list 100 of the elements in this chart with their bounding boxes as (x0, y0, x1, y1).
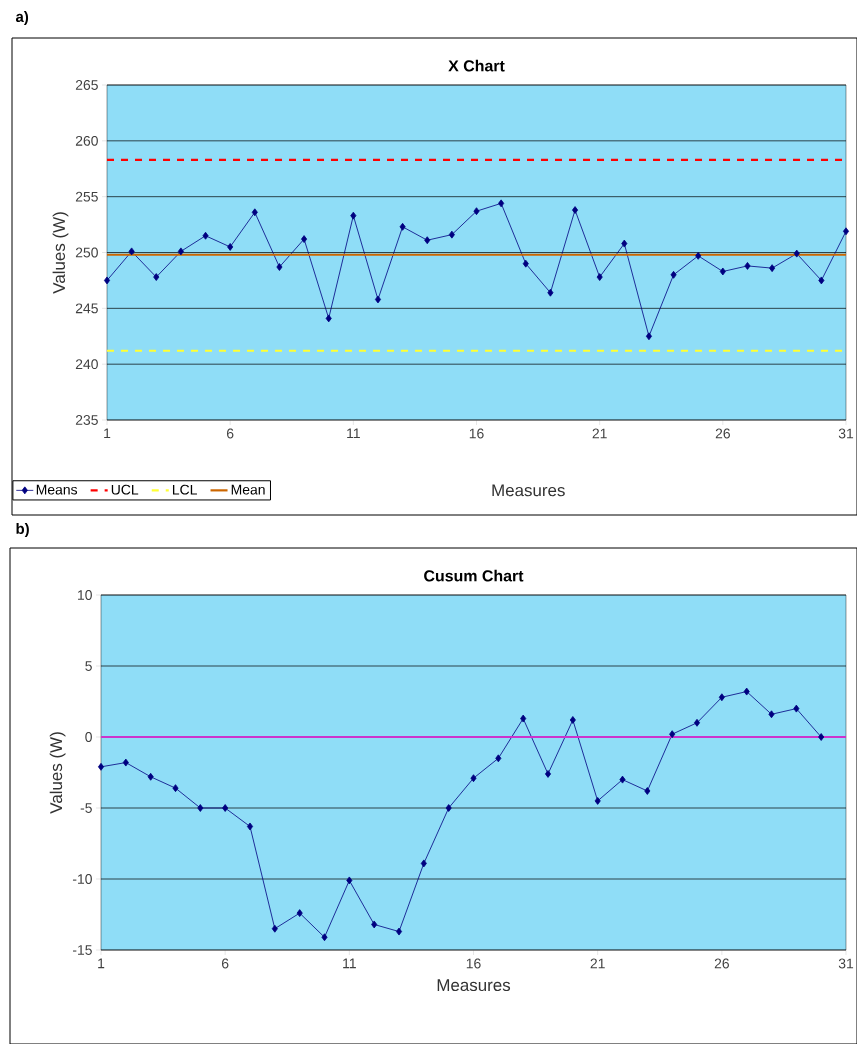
y-tick-label: 245 (75, 303, 98, 314)
point (498, 199, 505, 208)
point (448, 230, 455, 239)
y-tick-label: 0 (85, 732, 92, 742)
point (177, 247, 184, 256)
x-tick-label: 31 (838, 958, 854, 969)
chart-title: X Chart (448, 59, 505, 72)
x-axis-title: Measures (492, 484, 565, 497)
x-tick-label: 21 (592, 428, 607, 439)
point (420, 859, 427, 868)
point (296, 909, 303, 917)
point (596, 273, 603, 281)
x-tick-label: 11 (343, 958, 356, 969)
point (246, 822, 254, 831)
point (645, 332, 652, 341)
point (743, 687, 750, 696)
point (424, 236, 431, 245)
point (768, 710, 775, 719)
x-tick-label: 16 (466, 958, 481, 969)
point (103, 276, 111, 285)
legend-label: Means (36, 484, 78, 495)
point (547, 288, 554, 297)
point (276, 263, 283, 271)
point (222, 804, 229, 812)
y-tick-label: 260 (75, 135, 98, 146)
x-tick-label: 1 (104, 428, 111, 439)
point (793, 249, 800, 258)
point (569, 716, 576, 724)
point (719, 267, 726, 276)
point (769, 264, 776, 273)
y-tick-label: 240 (75, 359, 98, 370)
x-tick-label: 26 (715, 428, 730, 439)
x-tick-label: 1 (98, 958, 105, 969)
point (495, 754, 502, 763)
x-tick-label: 11 (347, 428, 360, 439)
point (251, 208, 258, 217)
point (197, 804, 204, 812)
point (470, 774, 477, 783)
point (153, 273, 160, 281)
point (97, 762, 105, 771)
y-tick-label: 235 (75, 415, 98, 425)
point (321, 933, 328, 942)
chart-title: Cusum Chart (424, 569, 524, 582)
point (346, 876, 353, 885)
point (695, 251, 702, 260)
legend-label: UCL (111, 484, 139, 495)
point (718, 693, 725, 702)
point (522, 259, 529, 268)
point (325, 314, 332, 323)
x-axis-title: Measures (437, 979, 511, 992)
point (619, 775, 626, 784)
point (399, 222, 406, 231)
point (301, 235, 308, 244)
point (744, 262, 751, 270)
point (544, 770, 552, 778)
point (644, 787, 651, 795)
y-tick-label: 250 (75, 247, 98, 258)
y-axis-title: Values (W) (52, 212, 69, 294)
point (227, 243, 234, 251)
point (572, 206, 579, 214)
point (371, 920, 378, 929)
point (594, 797, 601, 805)
y-tick-label: 10 (78, 590, 92, 600)
x-tick-label: 31 (838, 428, 854, 439)
point (842, 227, 850, 236)
point (473, 207, 480, 216)
text: a) (15, 11, 29, 25)
point (202, 231, 209, 240)
point (350, 211, 357, 220)
legend-label: Mean (231, 484, 265, 495)
point (670, 270, 677, 279)
legend-label: LCL (172, 484, 197, 495)
y-tick-label: 255 (75, 191, 98, 202)
point (621, 239, 628, 248)
x-tick-label: 6 (226, 428, 234, 439)
point (818, 276, 825, 285)
point (818, 733, 825, 741)
x-tick-label: 6 (221, 958, 229, 969)
point (693, 718, 701, 727)
x-tick-label: 16 (469, 428, 484, 439)
point (395, 927, 403, 936)
y-tick-label: -5 (80, 803, 92, 813)
point (271, 924, 278, 933)
point (793, 704, 800, 713)
x-tick-label: 21 (590, 958, 605, 969)
y-tick-label: -15 (72, 945, 92, 955)
point (172, 784, 179, 793)
point (445, 804, 452, 812)
y-tick-label: -10 (72, 874, 92, 884)
point (669, 730, 676, 739)
point (147, 772, 154, 781)
y-axis-title: Values (W) (49, 732, 66, 814)
x-tick-label: 26 (714, 958, 729, 969)
point (374, 295, 381, 304)
text: b) (16, 523, 29, 537)
y-tick-label: 265 (75, 80, 98, 90)
point (520, 714, 527, 723)
y-tick-label: 5 (85, 661, 92, 671)
point (128, 247, 135, 256)
point (122, 758, 129, 767)
